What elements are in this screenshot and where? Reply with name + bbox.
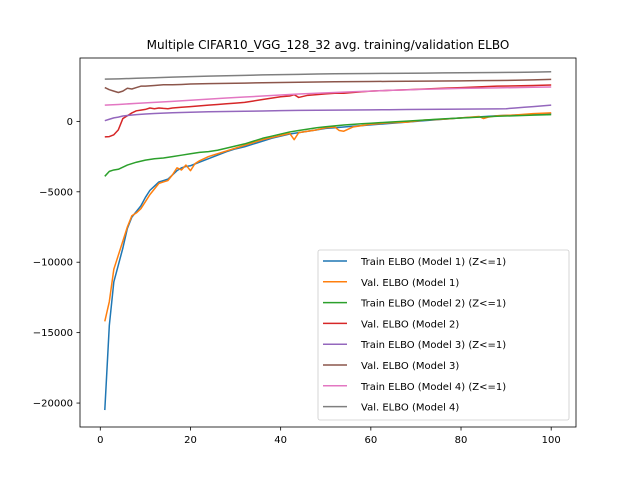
legend-label: Train ELBO (Model 1) (Z<=1) xyxy=(360,257,506,268)
series-line-3 xyxy=(104,113,552,177)
y-tick-label: −20000 xyxy=(33,399,73,410)
legend-label: Train ELBO (Model 2) (Z<=1) xyxy=(360,299,506,310)
legend-box xyxy=(317,249,570,421)
legend-label: Val. ELBO (Model 2) xyxy=(361,319,459,330)
x-tick-label: 100 xyxy=(542,435,561,446)
series-line-8 xyxy=(104,71,552,80)
plot-frame xyxy=(79,57,577,428)
x-tick-label: 20 xyxy=(184,435,197,446)
y-tick-label: 0 xyxy=(67,117,73,128)
legend: Train ELBO (Model 1) (Z<=1) Val. ELBO (Mo… xyxy=(317,249,570,421)
x-tick-label: 40 xyxy=(274,435,287,446)
legend-label: Val. ELBO (Model 3) xyxy=(361,361,459,372)
series-line-7 xyxy=(104,86,552,106)
x-axis: 0 20 40 60 80 100 xyxy=(97,427,561,446)
chart-title: Multiple CIFAR10_VGG_128_32 avg. trainin… xyxy=(147,38,510,52)
legend-label: Val. ELBO (Model 1) xyxy=(361,278,459,289)
series-line-5 xyxy=(104,104,552,122)
x-tick-label: 60 xyxy=(364,435,377,446)
y-tick-label: −10000 xyxy=(33,258,73,269)
legend-label: Val. ELBO (Model 4) xyxy=(361,403,459,414)
legend-label: Train ELBO (Model 4) (Z<=1) xyxy=(360,382,506,393)
x-tick-label: 0 xyxy=(97,435,103,446)
x-tick-label: 80 xyxy=(455,435,468,446)
y-tick-label: −15000 xyxy=(33,328,73,339)
y-tick-label: −5000 xyxy=(39,187,73,198)
series-line-6 xyxy=(104,78,552,94)
y-axis: −20000 −15000 −10000 −5000 0 xyxy=(33,117,80,410)
series-group xyxy=(104,71,552,411)
legend-label: Train ELBO (Model 3) (Z<=1) xyxy=(360,340,506,351)
